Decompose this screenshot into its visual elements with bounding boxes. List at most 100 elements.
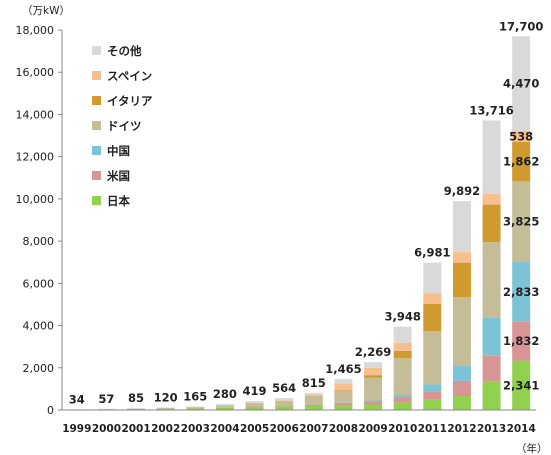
bar-segment xyxy=(393,395,412,397)
bar-segment xyxy=(186,406,205,408)
legend-label: 米国 xyxy=(106,169,130,183)
y-unit-label: （万kW） xyxy=(22,5,70,17)
bar-segment xyxy=(482,355,501,382)
bar-segment xyxy=(304,395,323,405)
total-label: 9,892 xyxy=(444,184,480,198)
bar-segment xyxy=(364,367,383,376)
total-label: 57 xyxy=(98,392,114,406)
segment-label: 4,470 xyxy=(503,76,539,90)
bar-segment xyxy=(245,406,264,408)
bar-segment xyxy=(156,407,175,408)
bar-segment xyxy=(512,130,531,143)
legend-swatch xyxy=(92,96,101,105)
bar-segment xyxy=(245,403,264,407)
legend-label: 日本 xyxy=(107,194,130,208)
bars xyxy=(67,36,531,410)
legend-swatch xyxy=(92,46,101,55)
x-tick-label: 2009 xyxy=(358,423,387,435)
x-tick-label: 2006 xyxy=(270,423,299,435)
bar-segment xyxy=(512,360,531,410)
bar-segment xyxy=(423,303,442,332)
legend-swatch xyxy=(92,171,101,180)
segment-label: 2,341 xyxy=(503,378,539,392)
y-tick-label: 14,000 xyxy=(16,108,55,121)
bar-segment xyxy=(304,394,323,396)
bar-segment xyxy=(186,408,205,410)
bar-segment xyxy=(512,142,531,182)
y-axis: 0 2,000 4,000 6,000 8,000 10,000 12,000 14,000 1… xyxy=(16,24,63,417)
total-label: 120 xyxy=(154,390,178,404)
y-tick-label: 16,000 xyxy=(16,66,55,79)
x-tick-label: 2010 xyxy=(388,423,417,435)
bar-segment xyxy=(156,408,175,409)
bar-segment xyxy=(364,401,383,405)
y-tick-label: 12,000 xyxy=(16,151,55,164)
total-label: 165 xyxy=(183,390,207,404)
bar-segment xyxy=(452,201,471,253)
bar-segment xyxy=(393,402,412,410)
total-label: 280 xyxy=(213,387,237,401)
total-label: 419 xyxy=(243,384,267,398)
x-tick-label: 2014 xyxy=(507,423,536,435)
segment-label: 3,825 xyxy=(503,215,539,229)
bar-segment xyxy=(512,321,531,361)
bar-segment xyxy=(423,293,442,304)
bar-segment xyxy=(215,405,234,408)
bar-segment xyxy=(512,181,531,263)
bar-segment xyxy=(215,407,234,410)
bar-segment xyxy=(482,242,501,318)
bar-segment xyxy=(334,379,353,384)
total-label: 815 xyxy=(302,376,326,390)
bar-segment xyxy=(275,398,294,401)
legend-label: 中国 xyxy=(107,144,130,158)
bar-segment xyxy=(452,396,471,410)
x-tick-label: 2011 xyxy=(418,423,447,435)
bar-segment xyxy=(452,262,471,298)
bar-segment xyxy=(423,262,442,294)
bar-segment xyxy=(423,399,442,410)
bar-segment xyxy=(364,377,383,401)
bar-segment xyxy=(393,350,412,359)
bar-segment xyxy=(334,390,353,392)
total-label: 1,465 xyxy=(325,362,361,376)
y-tick-label: 18,000 xyxy=(16,24,55,37)
bar-segment xyxy=(245,401,264,403)
legend-swatch xyxy=(92,146,101,155)
bar-segment xyxy=(304,392,323,395)
bar-segment xyxy=(482,120,501,194)
bar-segment xyxy=(423,384,442,392)
bar-segment xyxy=(423,331,442,385)
total-label: 17,700 xyxy=(499,19,543,33)
bar-segment xyxy=(275,400,294,406)
y-tick-label: 6,000 xyxy=(23,277,55,290)
segment-label: 538 xyxy=(509,129,533,143)
bar-segment xyxy=(334,405,353,410)
segment-label: 1,862 xyxy=(503,155,539,169)
segment-labels: 2,341 1,832 2,833 3,825 1,862 538 4,470 xyxy=(503,76,539,392)
total-label: 3,948 xyxy=(384,310,420,324)
bar-segment xyxy=(156,408,175,410)
legend-label: スペイン xyxy=(107,69,152,83)
bar-segment xyxy=(304,404,323,406)
total-label: 564 xyxy=(272,381,296,395)
x-tick-label: 2005 xyxy=(240,423,269,435)
legend-label: ドイツ xyxy=(107,119,142,133)
bar-segment xyxy=(364,362,383,368)
total-label: 6,981 xyxy=(414,246,450,260)
y-tick-label: 4,000 xyxy=(23,320,55,333)
bar-segment xyxy=(512,36,531,131)
x-tick-label: 2004 xyxy=(210,423,239,435)
bar-segment xyxy=(245,407,264,410)
legend-label: その他 xyxy=(107,44,142,58)
legend-swatch xyxy=(92,196,101,205)
total-label: 85 xyxy=(128,391,144,405)
bar-segment xyxy=(393,358,412,396)
bar-segment xyxy=(512,262,531,322)
bar-segment xyxy=(304,405,323,410)
x-tick-label: 2012 xyxy=(447,423,476,435)
bar-segment xyxy=(393,396,412,403)
x-tick-label: 2003 xyxy=(181,423,210,435)
